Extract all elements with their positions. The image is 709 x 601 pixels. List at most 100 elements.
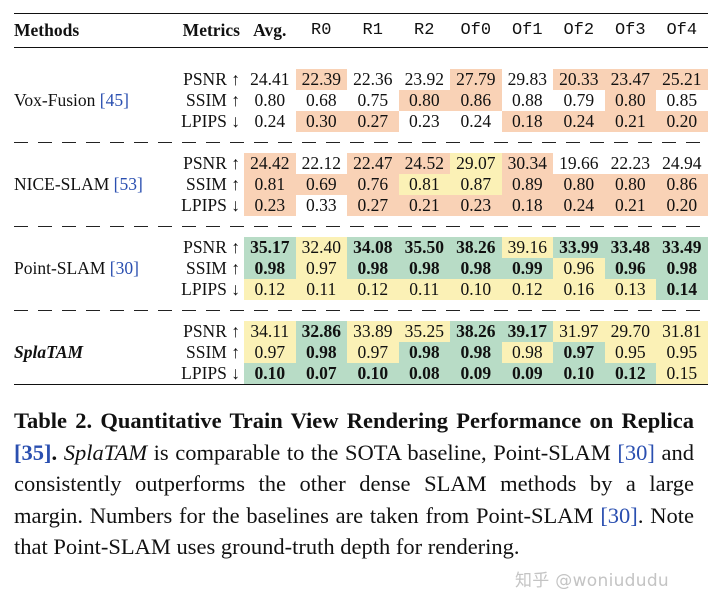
scene-value-cell: 35.50 [398,237,450,258]
scene-value-cell: 0.12 [604,363,656,385]
spacer-cell [14,48,708,70]
scene-value-cell: 23.47 [604,69,656,90]
header-scene: Of2 [563,21,595,40]
scene-value-cell: 0.24 [553,195,605,216]
header-scene: Of0 [460,21,492,40]
avg-value-cell: 0.12 [244,279,296,300]
scene-value-cell: 25.21 [656,69,708,90]
scene-value-cell: 0.10 [347,363,399,385]
scene-value-cell: 0.80 [604,90,656,111]
caption-title-cite[interactable]: [35] [14,439,52,465]
metric-label: SSIM ↑ [186,258,240,278]
scene-value-cell: 0.33 [305,195,337,215]
avg-value-cell: 0.24 [254,111,286,131]
avg-value-cell: 0.97 [244,342,296,363]
avg-value-cell: 35.17 [244,237,296,258]
scene-value-cell: 0.97 [553,342,605,363]
method-name-cell: NICE-SLAM [53] [14,153,165,216]
scene-value-cell: 38.26 [450,321,502,342]
scene-value-cell: 19.66 [559,153,599,173]
scene-value-cell: 0.21 [604,195,656,216]
method-group: Point-SLAM [30] PSNR ↑ 35.17 32.40 34.08 35.5… [14,216,708,300]
avg-value-cell: 0.80 [254,90,286,110]
caption-text: . Note that Point-SLAM uses ground-truth… [14,502,694,560]
scene-value-cell: 32.40 [295,237,347,258]
scene-value-cell: 0.80 [604,174,656,195]
table-row: SplaTAM PSNR ↑ 34.11 32.86 33.89 35.25 38.26 39… [14,321,708,362]
metric-label: PSNR ↑ [183,237,240,257]
metric-label: PSNR ↑ [183,69,240,89]
caption-period: . [51,439,58,465]
scene-value-cell: 0.98 [656,258,708,279]
header-avg: Avg. [253,20,287,40]
scene-value-cell: 0.87 [450,174,502,195]
scene-value-cell: 0.98 [347,258,399,279]
scene-value-cell: 0.10 [450,279,502,300]
method-citation[interactable]: [30] [109,258,139,278]
caption-title: Quantitative Train View Rendering Perfor… [100,408,694,433]
metric-label: LPIPS ↓ [181,279,240,299]
scene-value-cell: 0.18 [501,195,553,216]
scene-value-cell: 34.08 [347,237,399,258]
avg-value-cell: 0.81 [244,174,296,195]
scene-value-cell: 35.25 [398,321,450,342]
scene-value-cell: 22.39 [295,69,347,90]
scene-value-cell: 0.27 [347,111,399,132]
scene-value-cell: 0.75 [357,90,389,110]
table-row: NICE-SLAM [53] PSNR ↑ 24.42 22.12 22.47 24.52… [14,153,708,194]
avg-value-cell: 0.10 [244,363,296,385]
header-row: Methods Metrics Avg. R0 R1 R2 Of0 Of1 Of… [14,13,708,48]
scene-value-cell: 0.30 [295,111,347,132]
scene-value-cell: 0.97 [295,258,347,279]
scene-value-cell: 0.08 [398,363,450,385]
scene-value-cell: 0.99 [501,258,553,279]
scene-value-cell: 0.68 [305,90,337,110]
scene-value-cell: 0.85 [666,90,698,110]
method-group: NICE-SLAM [53] PSNR ↑ 24.42 22.12 22.47 24.52… [14,132,708,216]
scene-value-cell: 0.81 [398,174,450,195]
header-scene: Of4 [666,21,698,40]
method-citation[interactable]: [45] [99,90,129,110]
scene-value-cell: 0.98 [295,342,347,363]
header-scene: R2 [414,21,435,40]
scene-value-cell: 0.86 [656,174,708,195]
table-row: SSIM ↑ 0.97 0.98 0.97 0.98 0.98 0.98 0.97 0.95 0.… [14,342,708,363]
scene-value-cell: 0.11 [295,279,347,300]
scene-value-cell: 0.97 [347,342,399,363]
scene-value-cell: 0.23 [408,111,440,131]
scene-value-cell: 24.52 [398,153,450,174]
spacer [14,48,708,70]
header-scene: R0 [311,21,332,40]
metric-label: SSIM ↑ [186,90,240,110]
scene-value-cell: 0.07 [295,363,347,385]
metric-label: LPIPS ↓ [181,195,240,215]
scene-value-cell: 0.80 [398,90,450,111]
method-name-cell: SplaTAM [14,321,165,385]
scene-value-cell: 0.24 [460,111,492,131]
table-row: LPIPS ↓ 0.24 0.30 0.27 0.23 0.24 0.18 0.24 0.21 0… [14,111,708,132]
scene-value-cell: 0.18 [501,111,553,132]
dashed-rule [14,300,708,321]
metric-label: PSNR ↑ [183,321,240,341]
table-row: SSIM ↑ 0.80 0.68 0.75 0.80 0.86 0.88 0.79 0.80 0.… [14,90,708,111]
scene-value-cell: 27.79 [450,69,502,90]
scene-value-cell: 0.95 [604,342,656,363]
metric-label: SSIM ↑ [186,342,240,362]
dashed-rule [14,216,708,237]
table-caption: Table 2. Quantitative Train View Renderi… [14,405,694,563]
scene-value-cell: 0.80 [553,174,605,195]
caption-cite[interactable]: [30] [600,502,638,528]
scene-value-cell: 33.89 [347,321,399,342]
method-citation[interactable]: [53] [113,174,143,194]
caption-cite[interactable]: [30] [617,439,655,465]
table-row: Point-SLAM [30] PSNR ↑ 35.17 32.40 34.08 35.5… [14,237,708,278]
scene-value-cell: 22.36 [353,69,393,89]
scene-value-cell: 0.11 [398,279,450,300]
scene-value-cell: 29.83 [507,69,547,89]
method-name: Vox-Fusion [14,90,96,110]
metric-label: LPIPS ↓ [181,111,240,131]
avg-value-cell: 34.11 [244,321,296,342]
watermark: 知乎 @woniududu [515,571,670,591]
method-name: Point-SLAM [14,258,106,278]
caption-label: Table 2. [14,408,93,433]
